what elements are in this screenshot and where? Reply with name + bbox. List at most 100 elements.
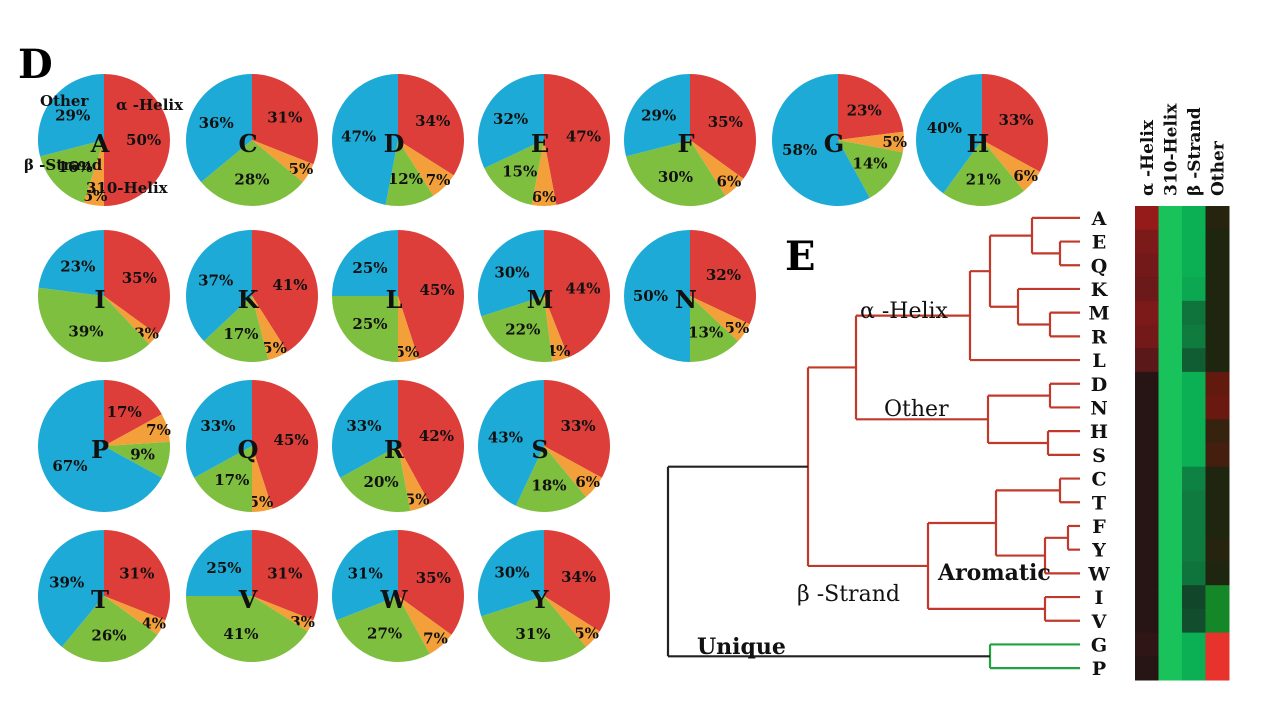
pie-P-pct-beta-strand: 9% <box>130 446 155 464</box>
pie-Y-pct-310-helix: 5% <box>574 625 599 643</box>
pie-A-slice-alpha-helix <box>104 74 170 206</box>
heatmap-cell-H-3 <box>1205 419 1230 444</box>
pie-Q-slice-beta-strand <box>194 446 252 512</box>
heatmap-cell-Y-3 <box>1205 537 1230 562</box>
tree-leaf-Q: Q <box>1091 255 1108 277</box>
pie-H-slice-alpha-helix <box>982 74 1049 172</box>
heatmap-cell-Y-1 <box>1158 537 1183 562</box>
legend-label-310-helix: 310-Helix <box>86 179 169 197</box>
pie-G-pct-other: 58% <box>782 141 817 159</box>
pie-F: 35% 6% 30% 29%F <box>623 73 757 207</box>
heatmap-cell-K-1 <box>1158 277 1183 302</box>
heatmap-cell-I-0 <box>1135 585 1159 610</box>
pie-V-pct-alpha-helix: 31% <box>267 565 302 583</box>
tree-leaf-V: V <box>1091 611 1108 633</box>
pie-D-label: D <box>384 129 405 158</box>
pie-R-pct-alpha-helix: 42% <box>419 427 454 445</box>
pie-M-slice-other <box>477 230 544 317</box>
heatmap-column-header-2: β -Strand <box>1185 107 1205 196</box>
pie-E-label: E <box>531 129 549 158</box>
pie-R-slice-alpha-helix <box>398 379 465 504</box>
heatmap-cell-S-3 <box>1205 443 1230 468</box>
heatmap-cell-G-1 <box>1158 632 1183 657</box>
pie-W-slice-other <box>331 530 398 621</box>
heatmap-cell-C-2 <box>1182 466 1206 491</box>
tree-leaf-D: D <box>1091 374 1107 396</box>
pie-H-slice-beta-strand <box>943 140 1025 206</box>
pie-R-slice-310-helix <box>398 446 430 511</box>
pie-M-slice-beta-strand <box>481 296 553 363</box>
pie-Q-slice-alpha-helix <box>252 380 319 509</box>
pie-S-pct-310-helix: 6% <box>575 473 600 491</box>
heatmap-cell-D-3 <box>1205 371 1230 397</box>
pie-F-pct-beta-strand: 30% <box>658 168 693 186</box>
pie-C-slice-beta-strand <box>201 140 303 206</box>
pie-N-label: N <box>675 285 697 314</box>
heatmap-cell-G-0 <box>1135 632 1159 657</box>
pie-D-pct-alpha-helix: 34% <box>415 112 450 130</box>
heatmap-cell-S-1 <box>1158 443 1183 468</box>
heatmap-cell-A-3 <box>1205 206 1230 231</box>
heatmap-cell-N-3 <box>1205 395 1230 420</box>
pie-V-slice-310-helix <box>252 596 314 632</box>
tree-leaf-P: P <box>1092 658 1106 680</box>
pie-K-pct-beta-strand: 17% <box>223 325 258 343</box>
heatmap-cell-S-2 <box>1182 443 1206 468</box>
pie-Y-slice-beta-strand <box>481 596 587 662</box>
pie-M-slice-310-helix <box>544 296 569 362</box>
heatmap-cell-E-3 <box>1205 229 1230 254</box>
pie-A-pct-alpha-helix: 50% <box>126 131 161 149</box>
pie-P: 17%7% 9% 67%P <box>38 380 171 512</box>
pie-G-slice-alpha-helix <box>838 74 904 140</box>
pie-M: 44% 4% 22% 30% M <box>477 230 611 363</box>
pie-H-pct-beta-strand: 21% <box>966 171 1001 189</box>
pie-H-slice-310-helix <box>982 140 1040 191</box>
tree-leaf-M: M <box>1088 303 1109 325</box>
pie-F-slice-alpha-helix <box>690 74 757 179</box>
tree-leaf-E: E <box>1092 232 1106 254</box>
pie-Y-pct-alpha-helix: 34% <box>561 568 596 586</box>
pie-I: 35%3%39%23%I <box>38 229 171 362</box>
heatmap-cell-Q-2 <box>1182 253 1206 278</box>
heatmap-cell-M-3 <box>1205 300 1230 325</box>
pie-F-label: F <box>677 129 694 158</box>
pie-E-slice-alpha-helix <box>544 74 610 205</box>
pie-G-slice-other <box>772 74 870 206</box>
pie-G-pct-310-helix: 5% <box>882 133 907 151</box>
pie-I-pct-beta-strand: 39% <box>68 322 103 340</box>
pie-P-pct-310-helix: 7% <box>146 421 171 439</box>
pie-C-pct-310-helix: 5% <box>289 160 314 178</box>
pie-H-pct-310-helix: 6% <box>1013 167 1038 185</box>
heatmap <box>1135 206 1230 681</box>
pie-C-pct-beta-strand: 28% <box>234 171 269 189</box>
heatmap-cell-C-1 <box>1158 466 1183 491</box>
pie-P-slice-beta-strand <box>104 441 171 478</box>
pie-W-pct-other: 31% <box>348 565 383 583</box>
pie-M-pct-other: 30% <box>494 264 529 282</box>
pie-R-pct-310-helix: 5% <box>405 490 430 508</box>
pie-H-slice-other <box>915 74 982 194</box>
pie-V-slice-other <box>186 530 252 596</box>
pie-Q-pct-beta-strand: 17% <box>214 471 249 489</box>
pie-D-pct-other: 47% <box>341 127 376 145</box>
pie-V-pct-other: 25% <box>206 559 241 577</box>
pie-Y-slice-310-helix <box>544 596 600 647</box>
pie-F-pct-310-helix: 6% <box>717 172 742 190</box>
pie-G: 23%5% 14% 58% G <box>772 74 907 206</box>
heatmap-cell-C-3 <box>1205 466 1230 491</box>
clade-label-aromatic: Aromatic <box>937 560 1051 586</box>
pie-S-label: S <box>531 435 548 464</box>
pie-Y: 34% 5% 31% 30%Y <box>477 530 611 662</box>
pie-G-label: G <box>824 129 845 158</box>
pie-W-slice-310-helix <box>398 596 452 654</box>
pie-T-slice-alpha-helix <box>104 530 171 621</box>
heatmap-cell-F-0 <box>1135 514 1159 539</box>
pie-N-pct-beta-strand: 13% <box>688 323 723 341</box>
pie-E: 47% 6% 15% 32%E <box>477 74 610 206</box>
heatmap-cell-T-3 <box>1205 490 1230 515</box>
pie-H-pct-alpha-helix: 33% <box>999 111 1034 129</box>
heatmap-cell-R-1 <box>1158 324 1183 349</box>
panel-d-label: D <box>18 41 53 88</box>
pie-E-slice-other <box>477 74 544 169</box>
heatmap-cell-K-3 <box>1205 277 1230 302</box>
